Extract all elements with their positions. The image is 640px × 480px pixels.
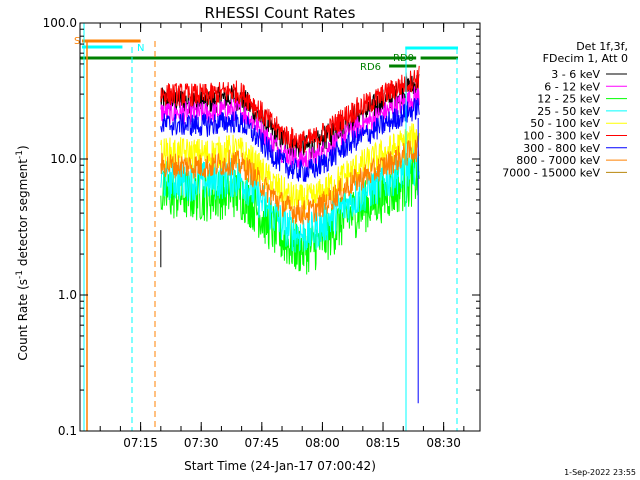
legend-label-6: 100 - 300 keV (523, 130, 600, 143)
legend-label-4: 25 - 50 keV (537, 105, 600, 118)
legend-label-8: 800 - 7000 keV (516, 154, 600, 167)
x-tick-label-4: 08:00 (305, 436, 340, 450)
y-axis-label-part-2: detector segment (16, 159, 30, 270)
x-tick-label-3: 07:45 (245, 436, 280, 450)
legend-header-line-1: Det 1f,3f, (576, 40, 628, 53)
timestamp: 1-Sep-2022 23:55 (564, 468, 636, 477)
y-axis-label-part-1: Count Rate (s (16, 279, 30, 361)
legend-label-5: 50 - 100 keV (530, 117, 600, 130)
series-line-4 (160, 144, 420, 253)
y-tick-label-4: 100.0 (43, 16, 77, 30)
x-tick-label-2: 07:30 (184, 436, 219, 450)
y-axis-label-exp-2: -1 (15, 150, 25, 159)
x-tick-label-1: 07:15 (123, 436, 158, 450)
chart-title: RHESSI Count Rates (205, 4, 356, 22)
y-axis-label: Count Rate (s-1 detector segment-1) (15, 145, 30, 360)
x-axis-ticks: 07:15 07:30 07:45 08:00 08:15 08:30 (99, 23, 465, 450)
y-axis-label-exp-1: -1 (15, 270, 25, 279)
series-line-6 (160, 65, 420, 153)
annotation-rd0: RD0 (393, 53, 414, 64)
legend-label-7: 300 - 800 keV (523, 142, 600, 155)
y-tick-label-3: 10.0 (50, 152, 77, 166)
legend-header-line-2: FDecim 1, Att 0 (543, 52, 628, 65)
y-tick-label-2: 1.0 (58, 288, 77, 302)
y-tick-label-1: 0.1 (58, 424, 77, 438)
plot-area: S N RD0 RD6 (74, 22, 481, 432)
annotation-s: S (74, 36, 80, 47)
series-line-3 (160, 151, 420, 275)
legend-label-9: 7000 - 15000 keV (502, 166, 600, 179)
x-axis-label: Start Time (24-Jan-17 07:00:42) (184, 459, 376, 473)
x-tick-label-5: 08:15 (366, 436, 401, 450)
annotation-rd6: RD6 (360, 62, 381, 73)
x-tick-label-6: 08:30 (426, 436, 461, 450)
series-line-7 (160, 97, 420, 183)
legend-label-3: 12 - 25 keV (537, 93, 600, 106)
plot-frame (79, 22, 481, 432)
y-axis-label-part-3: ) (16, 145, 30, 150)
legend-label-2: 6 - 12 keV (544, 80, 600, 93)
y-axis-ticks: 0.1 1.0 10.0 100.0 (43, 16, 480, 438)
legend-label-1: 3 - 6 keV (551, 68, 600, 81)
annotation-n: N (137, 43, 144, 54)
series-line-8 (160, 135, 420, 225)
